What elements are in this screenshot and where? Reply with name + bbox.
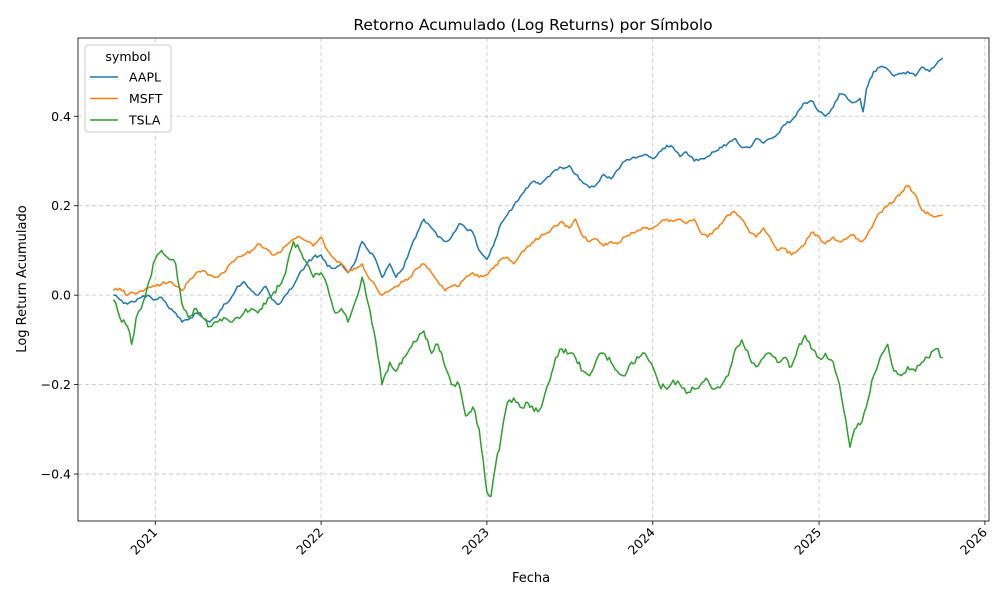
- y-tick-label: 0.4: [51, 109, 71, 124]
- grid-layer: [78, 38, 989, 521]
- series-line-msft: [112, 184, 943, 296]
- y-tick-label: −0.2: [41, 377, 71, 392]
- x-axis-ticks: 2021 2022 2023 2024 2025 2026: [127, 521, 990, 558]
- y-tick-label: 0.0: [51, 288, 71, 303]
- legend: symbol AAPL MSFT TSLA: [84, 44, 172, 133]
- legend-label-tsla: TSLA: [128, 113, 161, 128]
- y-axis-label: Log Return Acumulado: [15, 205, 30, 352]
- x-tick-label: 2023: [459, 525, 492, 558]
- y-axis-ticks: −0.4 −0.2 0.0 0.2 0.4: [41, 109, 78, 482]
- plot-area-frame: [77, 37, 990, 522]
- x-tick-label: 2022: [293, 525, 326, 558]
- legend-box: [84, 44, 172, 133]
- series-line-aapl: [113, 57, 944, 323]
- legend-title: symbol: [105, 49, 150, 64]
- legend-entries: AAPL MSFT TSLA: [90, 70, 163, 128]
- chart-title: Retorno Acumulado (Log Returns) por Símb…: [353, 16, 712, 34]
- x-tick-label: 2021: [127, 525, 160, 558]
- series-layer: [112, 57, 944, 498]
- x-tick-label: 2025: [791, 525, 824, 558]
- y-tick-label: −0.4: [41, 467, 71, 482]
- series-line-tsla: [112, 240, 943, 498]
- x-tick-label: 2026: [957, 524, 990, 557]
- x-axis-label: Fecha: [512, 571, 550, 586]
- legend-label-msft: MSFT: [129, 91, 163, 106]
- x-tick-label: 2024: [625, 524, 658, 557]
- legend-label-aapl: AAPL: [129, 70, 161, 85]
- y-tick-label: 0.2: [51, 198, 71, 213]
